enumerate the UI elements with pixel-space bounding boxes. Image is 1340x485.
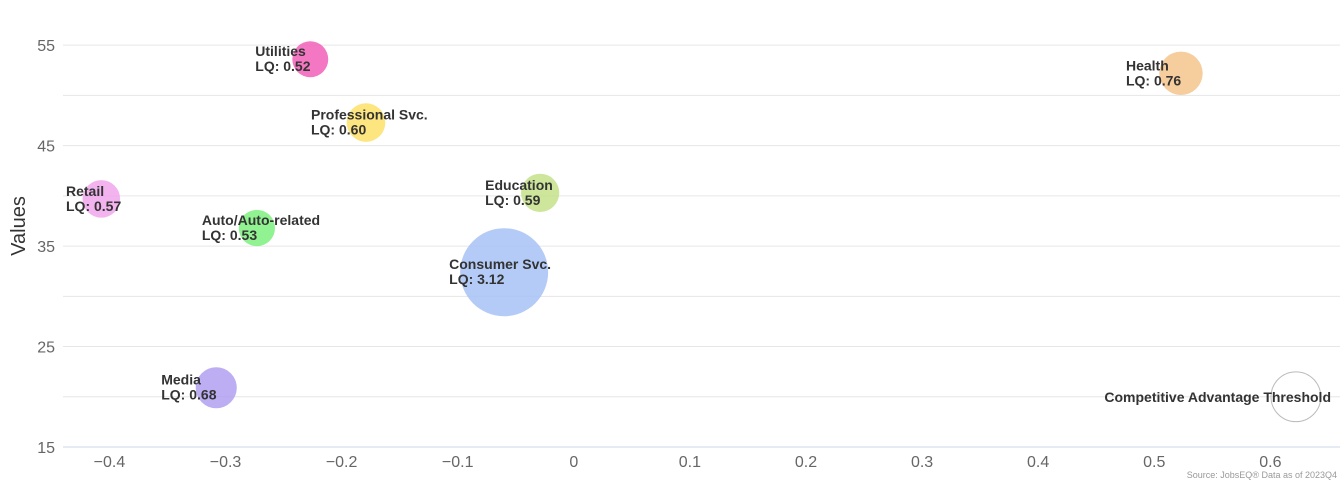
x-tick-label: 0.2 xyxy=(795,454,817,471)
threshold-label: Competitive Advantage Threshold xyxy=(1104,389,1331,405)
bubble-auto-auto-related[interactable] xyxy=(238,209,276,247)
y-tick-label: 15 xyxy=(37,440,55,457)
x-tick-label: 0.5 xyxy=(1143,454,1165,471)
bubble-label-media: Media LQ: 0.68 xyxy=(161,372,216,403)
grid-lines xyxy=(63,44,1340,448)
x-axis-ticks: −0.4 −0.3 −0.2 −0.1 0 0.1 0.2 0.3 0.4 0.5 0.6 xyxy=(94,454,1282,471)
bubble-health[interactable] xyxy=(1159,51,1203,96)
bubble-label-professional-svc: Professional Svc. LQ: 0.60 xyxy=(311,107,428,138)
bubble-utilities[interactable] xyxy=(292,41,329,78)
x-tick-label: −0.1 xyxy=(442,454,474,471)
bubble-label-education: Education LQ: 0.59 xyxy=(485,177,553,208)
bubble-education[interactable] xyxy=(520,173,560,212)
bubble-consumer-svc[interactable] xyxy=(460,228,549,317)
bubble-label-auto-auto-related: Auto/Auto-related LQ: 0.53 xyxy=(202,212,320,243)
threshold-bubble[interactable] xyxy=(1270,371,1322,423)
x-tick-label: 0.4 xyxy=(1027,454,1049,471)
bubble-retail[interactable] xyxy=(82,180,121,218)
y-tick-label: 35 xyxy=(37,239,55,256)
bubble-label-retail: Retail LQ: 0.57 xyxy=(66,183,121,214)
y-axis-ticks: 15 25 35 45 55 xyxy=(37,38,55,457)
source-credit: Source: JobsEQ® Data as of 2023Q4 xyxy=(1187,470,1337,480)
x-tick-label: −0.2 xyxy=(326,454,358,471)
bubble-label-health: Health LQ: 0.76 xyxy=(1126,57,1181,88)
x-tick-label: −0.4 xyxy=(94,454,126,471)
y-axis-title: Values xyxy=(8,196,30,256)
x-tick-label: 0.1 xyxy=(679,454,701,471)
bubble-media[interactable] xyxy=(195,367,237,409)
bubble-label-layer: Utilities LQ: 0.52 Professional Svc. LQ: 0.… xyxy=(66,43,1331,405)
bubble-label-consumer-svc: Consumer Svc. LQ: 3.12 xyxy=(449,256,551,287)
x-tick-label: 0.3 xyxy=(911,454,933,471)
x-tick-label: −0.3 xyxy=(210,454,242,471)
y-tick-label: 25 xyxy=(37,340,55,357)
bubble-label-utilities: Utilities LQ: 0.52 xyxy=(255,43,310,74)
x-tick-label: 0 xyxy=(569,454,578,471)
bubble-professional-svc[interactable] xyxy=(346,103,386,142)
bubble-layer xyxy=(82,41,1322,423)
y-tick-label: 45 xyxy=(37,139,55,156)
x-tick-label: 0.6 xyxy=(1259,454,1281,471)
y-tick-label: 55 xyxy=(37,38,55,55)
